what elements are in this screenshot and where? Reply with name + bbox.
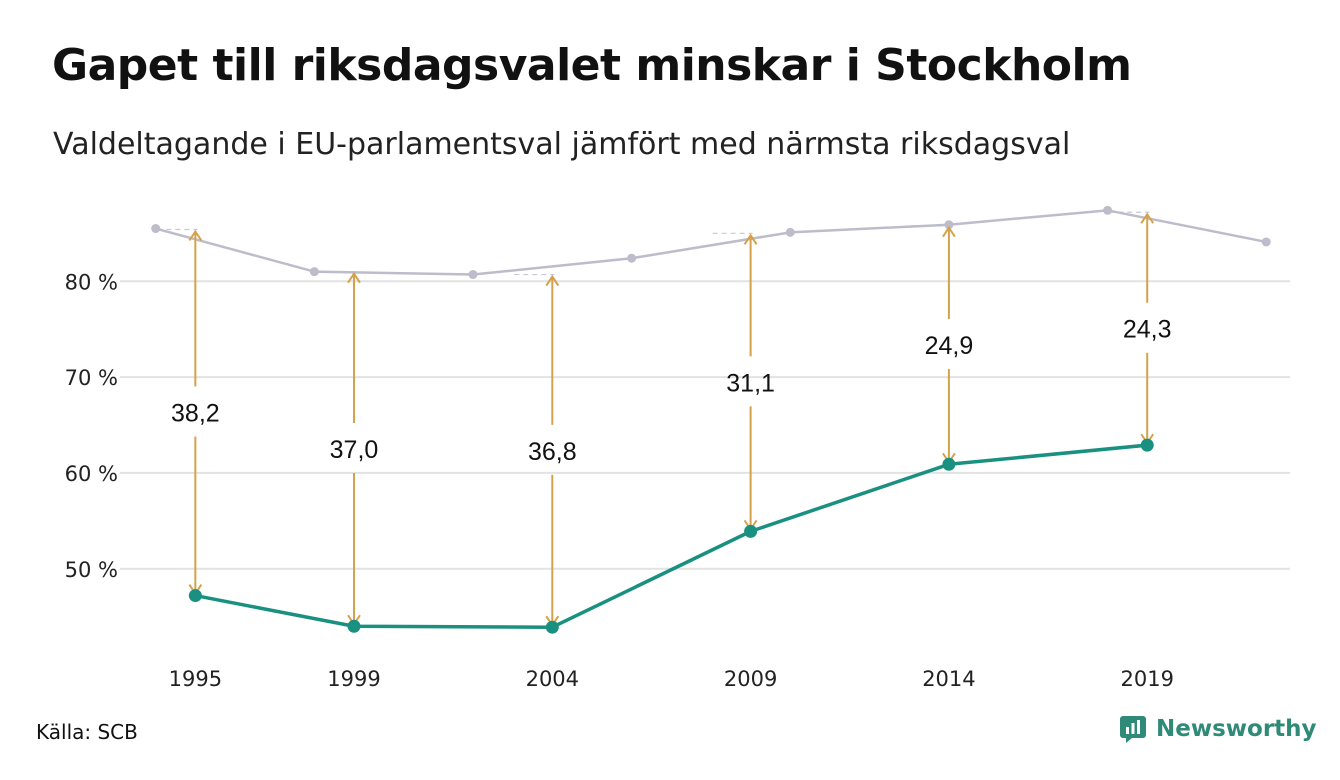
riksdag-point xyxy=(627,253,637,263)
gap-label: 38,2 xyxy=(171,400,220,428)
riksdag-point xyxy=(468,270,478,280)
gap-arrowhead-up xyxy=(545,274,560,287)
brand-logo: Newsworthy xyxy=(1118,714,1317,744)
source-note: Källa: SCB xyxy=(36,720,138,744)
eu-point xyxy=(347,619,361,633)
gap-label: 24,9 xyxy=(925,332,974,360)
y-tick-label: 80 % xyxy=(65,270,118,294)
newsworthy-logo-icon xyxy=(1120,716,1146,743)
x-tick-label: 1995 xyxy=(169,667,222,691)
eu-point xyxy=(744,524,758,538)
y-tick-label: 60 % xyxy=(65,462,118,486)
gap-label: 31,1 xyxy=(726,369,775,397)
gap-arrowhead-up xyxy=(347,271,361,284)
y-tick-label: 50 % xyxy=(65,558,118,582)
riksdag-point xyxy=(944,220,954,230)
x-tick-label: 2004 xyxy=(526,667,579,691)
gap-arrowhead-up xyxy=(743,233,758,245)
chart-subtitle: Valdeltagande i EU-parlamentsval jämfört… xyxy=(53,127,1071,162)
riksdag-point xyxy=(1103,205,1113,215)
eu-point xyxy=(188,589,202,603)
x-tick-label: 1999 xyxy=(327,667,380,691)
riksdag-point xyxy=(309,267,319,277)
eu-series-line xyxy=(195,443,1148,629)
gap-arrowhead-up xyxy=(1140,212,1155,224)
eu-point xyxy=(942,457,956,471)
eu-point xyxy=(1140,438,1154,452)
brand-name: Newsworthy xyxy=(1156,716,1317,742)
x-tick-label: 2009 xyxy=(724,667,777,691)
gap-arrow xyxy=(942,225,956,465)
x-tick-label: 2019 xyxy=(1120,667,1173,691)
riksdag-series-line xyxy=(155,209,1267,276)
riksdag-point xyxy=(151,224,161,234)
riksdag-point xyxy=(785,227,795,237)
chart-title: Gapet till riksdagsvalet minskar i Stock… xyxy=(52,40,1132,91)
riksdag-point xyxy=(1261,237,1271,247)
gap-label: 37,0 xyxy=(330,436,379,464)
eu-point xyxy=(545,620,559,634)
gap-arrow xyxy=(1140,212,1155,445)
gap-arrowhead-up xyxy=(942,225,956,238)
gap-arrowhead-up xyxy=(188,229,203,242)
gap-label: 36,8 xyxy=(528,438,577,466)
gap-label: 24,3 xyxy=(1123,316,1172,344)
gap-arrow xyxy=(347,271,361,627)
y-tick-label: 70 % xyxy=(65,366,118,390)
x-tick-label: 2014 xyxy=(922,667,975,691)
